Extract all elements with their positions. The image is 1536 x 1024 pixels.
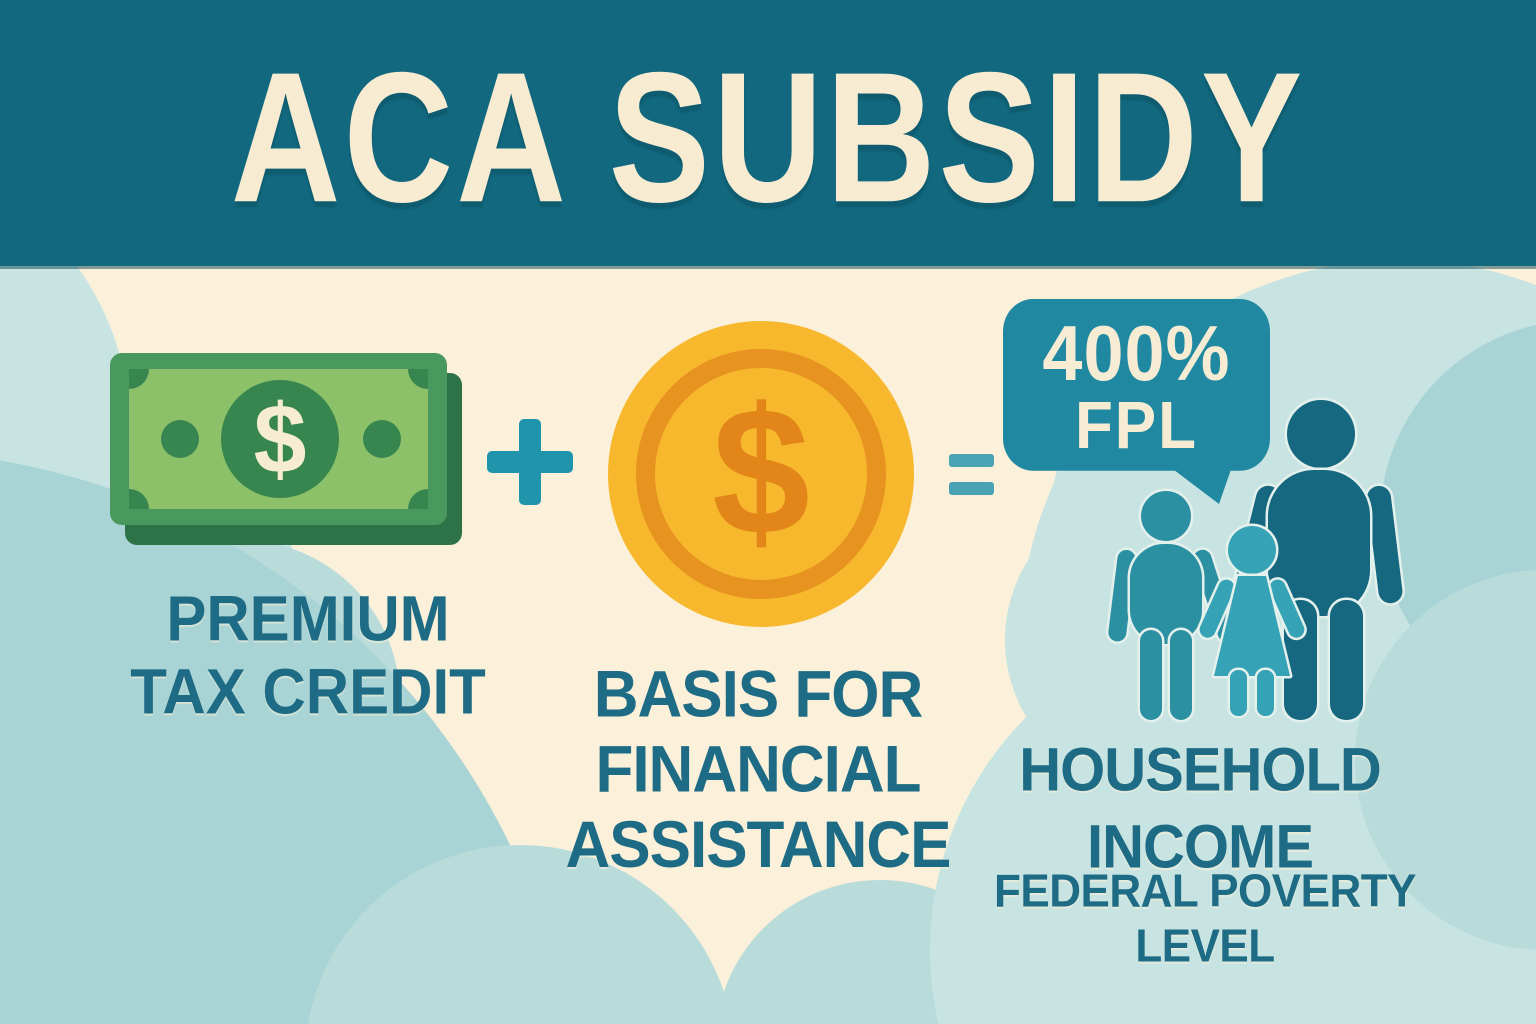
label-line: BASIS FOR xyxy=(593,658,924,732)
fpl-badge-acronym: FPL xyxy=(1074,388,1199,464)
label-line: TAX CREDIT xyxy=(130,656,486,728)
equals-bottom-bar xyxy=(949,482,994,495)
label-line: INCOME xyxy=(1087,812,1314,882)
equals-operator xyxy=(949,454,994,496)
label-line: FINANCIAL xyxy=(595,733,921,807)
dollar-bill-icon: $ xyxy=(110,353,447,525)
bill-corner-notch xyxy=(129,369,149,389)
plus-vertical-bar xyxy=(519,419,541,505)
label-line: LEVEL xyxy=(1135,920,1275,973)
coin-dollar-sign: $ xyxy=(712,371,810,573)
bill-dollar-sign: $ xyxy=(253,383,307,494)
basis-for-financial-assistance-label: BASIS FOR FINANCIAL ASSISTANCE xyxy=(558,657,958,883)
label-line: ASSISTANCE xyxy=(565,808,951,882)
bill-inner-panel: $ xyxy=(129,369,428,509)
fpl-speech-bubble: 400% FPL xyxy=(1003,299,1270,471)
label-line: FEDERAL POVERTY xyxy=(994,865,1416,917)
page-title: ACA SUBSIDY xyxy=(230,33,1306,241)
header-banner: ACA SUBSIDY xyxy=(0,0,1536,266)
federal-poverty-level-label: FEDERAL POVERTY LEVEL xyxy=(985,864,1425,974)
bill-corner-notch xyxy=(129,489,149,509)
bill-corner-notch xyxy=(408,489,428,509)
equals-top-bar xyxy=(949,454,994,467)
household-income-label: HOUSEHOLD INCOME xyxy=(1000,731,1400,886)
coin-icon: $ xyxy=(608,321,914,627)
bill-corner-notch xyxy=(408,369,428,389)
child-figure xyxy=(1197,523,1307,719)
bill-right-dot xyxy=(363,420,401,458)
label-line: PREMIUM xyxy=(166,583,450,655)
family-icon xyxy=(1105,397,1405,723)
adult-figure-medium xyxy=(1105,488,1239,723)
premium-tax-credit-label: PREMIUM TAX CREDIT xyxy=(108,582,508,728)
fpl-badge-percent: 400% xyxy=(1042,310,1231,398)
bill-left-dot xyxy=(161,420,199,458)
label-line: HOUSEHOLD xyxy=(1019,735,1382,805)
bill-center-seal: $ xyxy=(221,380,339,498)
plus-operator xyxy=(487,419,573,505)
